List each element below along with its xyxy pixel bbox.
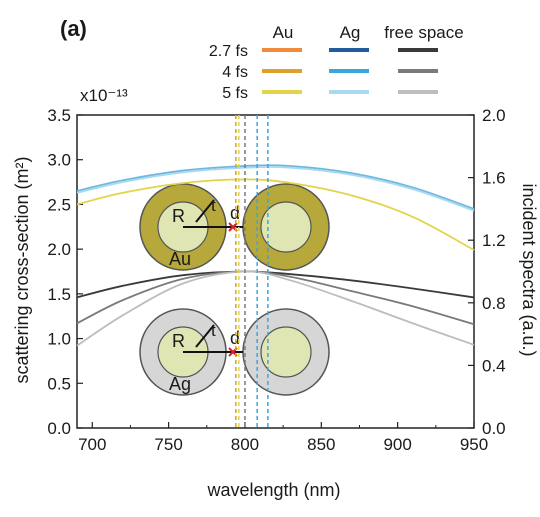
x-tick-label: 750 — [154, 435, 182, 454]
y-tick-label: 0.5 — [47, 374, 71, 393]
x-tick-label: 700 — [78, 435, 106, 454]
y2-tick-label: 0.4 — [482, 356, 506, 375]
legend-header-au: Au — [273, 23, 294, 42]
series-line-5 — [76, 270, 475, 347]
panel-label: (a) — [60, 16, 87, 41]
legend-header-ag: Ag — [340, 23, 361, 42]
legend-row-4fs: 4 fs — [222, 64, 248, 81]
legend-header-free-space: free space — [384, 23, 463, 42]
legend-swatches — [262, 48, 438, 94]
ag-shell-label: t — [211, 321, 216, 340]
y-tick-label: 1.5 — [47, 285, 71, 304]
plot-frame — [76, 114, 475, 429]
y-tick-label: 1.0 — [47, 330, 71, 349]
y2-tick-label: 0.8 — [482, 294, 506, 313]
y-tick-label: 3.0 — [47, 151, 71, 170]
au-material-label: Au — [169, 249, 191, 269]
ag-material-label: Ag — [169, 374, 191, 394]
y2-tick-label: 2.0 — [482, 106, 506, 125]
x-tick-label: 850 — [307, 435, 335, 454]
y-exponent-label: x10⁻¹³ — [80, 86, 128, 105]
x-axis-title: wavelength (nm) — [206, 480, 340, 500]
au-shell-thickness-line — [195, 199, 215, 223]
y2-axis-title: incident spectra (a.u.) — [519, 183, 539, 356]
y2-tick-label: 1.2 — [482, 231, 506, 250]
x-tick-label: 950 — [460, 435, 488, 454]
x-tick-label: 900 — [383, 435, 411, 454]
reference-lines — [235, 115, 269, 428]
legend-row-2-7fs: 2.7 fs — [209, 43, 248, 60]
ag-shell-thickness-line — [195, 324, 215, 348]
series-line-1 — [76, 166, 475, 212]
x-tick-label: 800 — [231, 435, 259, 454]
au-gap-label: d — [230, 203, 240, 223]
au-core-right — [260, 201, 312, 253]
y-axis-title: scattering cross-section (m²) — [12, 156, 32, 383]
ag-gap-label: d — [230, 328, 240, 348]
y2-tick-label: 1.6 — [482, 169, 506, 188]
ag-core-right — [260, 326, 312, 378]
au-radius-label: R — [172, 206, 185, 226]
y-tick-label: 2.0 — [47, 240, 71, 259]
axes: 700 750 800 850 900 9500.00.51.01.52.02.53.03… — [47, 106, 505, 454]
series-line-0 — [76, 164, 475, 210]
legend: Au Ag free space 2.7 fs 4 fs 5 fs — [209, 23, 464, 102]
y2-tick-label: 0.0 — [482, 419, 506, 438]
gap-marker-stroke — [228, 222, 238, 232]
au-shell-label: t — [211, 196, 216, 215]
series-line-2 — [76, 178, 475, 251]
legend-row-5fs: 5 fs — [222, 85, 248, 102]
ag-radius-label: R — [172, 331, 185, 351]
y-tick-label: 3.5 — [47, 106, 71, 125]
series-lines — [76, 164, 475, 347]
y-tick-label: 2.5 — [47, 195, 71, 214]
y-tick-label: 0.0 — [47, 419, 71, 438]
inset-schematic: R t d Au R t d Ag — [139, 183, 330, 396]
